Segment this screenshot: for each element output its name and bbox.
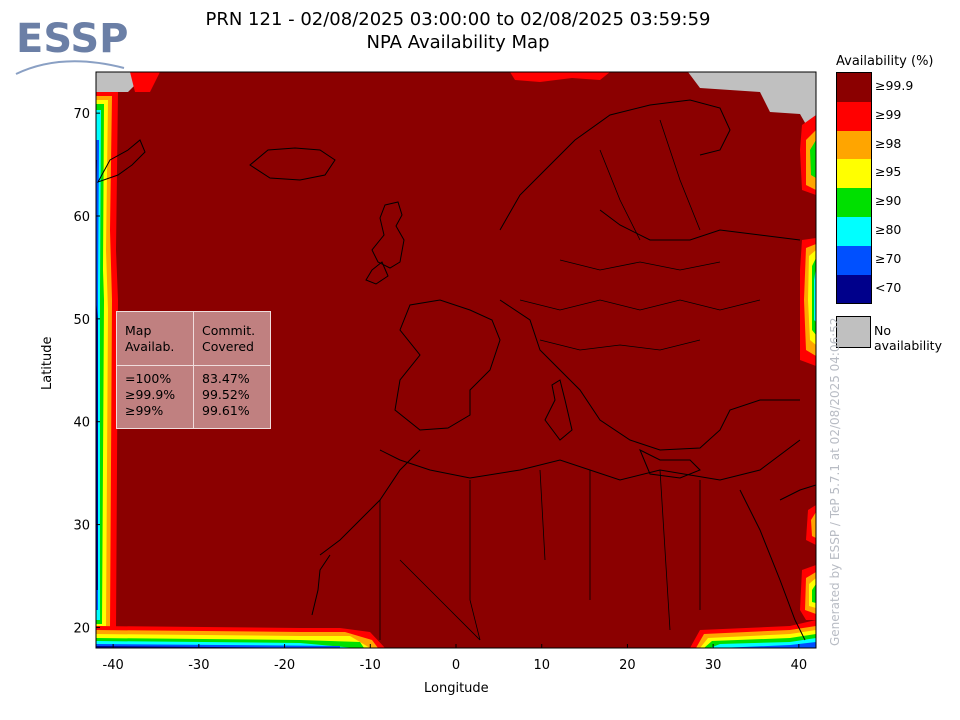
legend-label: ≥99.9 (875, 78, 914, 93)
stats-covered: 83.47% (202, 371, 250, 386)
x-tick-label: 30 (705, 658, 722, 673)
coverage-stats-table: Map Availab. =100% ≥99.9% ≥99% Commit. C… (116, 311, 271, 429)
y-axis-label: Latitude (40, 336, 55, 390)
y-axis-ticks: 20 30 40 50 60 70 (73, 107, 100, 636)
essp-logo: ESSP (15, 16, 128, 75)
y-tick-label: 40 (73, 416, 90, 431)
y-tick-label: 60 (73, 210, 90, 225)
east-edge-degradation (800, 115, 816, 620)
south-edge-degradation (96, 620, 816, 648)
stats-level: ≥99% (125, 403, 164, 418)
stats-covered-values: 83.47% 99.52% 99.61% (202, 371, 250, 419)
legend-swatch (837, 159, 871, 189)
west-edge-degradation (96, 92, 118, 630)
legend-label: ≥80 (875, 222, 902, 237)
stats-covered: 99.61% (202, 403, 250, 418)
legend-title: Availability (%) (836, 54, 934, 69)
x-tick-label: 0 (452, 658, 460, 673)
legend-label: ≥70 (875, 250, 902, 266)
legend-no-availability-label: No availability (874, 323, 942, 353)
legend-label: ≥90 (875, 193, 902, 209)
y-tick-label: 20 (73, 621, 90, 636)
stats-covered: 99.52% (202, 387, 250, 402)
stats-level: ≥99.9% (125, 387, 176, 402)
legend-label: ≥98 (875, 135, 902, 151)
legend-no-availability-swatch (836, 316, 871, 348)
country-borders (379, 119, 761, 641)
legend-label: <70 (875, 279, 902, 295)
stats-levels: =100% ≥99.9% ≥99% (125, 371, 175, 419)
legend-label: ≥95 (875, 164, 902, 180)
legend-swatch (837, 73, 871, 102)
x-tick-label: -30 (188, 658, 209, 673)
stats-col-availability: Map Availab. =100% ≥99.9% ≥99% (117, 312, 194, 428)
north-edge-degradation (130, 72, 160, 92)
map-title: PRN 121 - 02/08/2025 03:00:00 to 02/08/2… (205, 9, 711, 30)
y-tick-label: 70 (73, 107, 90, 122)
x-tick-label: -40 (103, 658, 124, 673)
stats-level: =100% (125, 371, 172, 386)
x-tick-label: -20 (274, 658, 295, 673)
map-subtitle: NPA Availability Map (366, 32, 550, 53)
coastlines (96, 99, 816, 641)
no-availability-area (96, 72, 140, 92)
legend-swatch (837, 216, 871, 246)
legend-swatch (837, 245, 871, 275)
x-tick-label: -10 (360, 658, 381, 673)
stats-col-covered: Commit. Covered 83.47% 99.52% 99.61% (194, 312, 270, 428)
legend-label: ≥99 (875, 106, 902, 122)
essp-logo-text: ESSP (16, 16, 128, 62)
no-availability-area (688, 72, 816, 142)
x-tick-label: 40 (791, 658, 808, 673)
legend-colorbar (836, 72, 872, 305)
stats-header-covered: Commit. Covered (202, 323, 256, 354)
legend-swatch (837, 188, 871, 217)
y-tick-label: 30 (73, 519, 90, 534)
legend-swatch (837, 274, 871, 304)
stats-header-availability: Map Availab. (125, 323, 175, 354)
x-tick-label: 20 (619, 658, 636, 673)
north-edge-degradation (510, 72, 610, 82)
legend-swatch (837, 130, 871, 160)
x-tick-label: 10 (533, 658, 550, 673)
y-tick-label: 50 (73, 313, 90, 328)
x-axis-ticks: -40 -30 -20 -10 0 10 20 30 40 (103, 644, 808, 673)
x-axis-label: Longitude (424, 681, 489, 696)
legend-swatch (837, 101, 871, 131)
generated-by-watermark: Generated by ESSP / TeP 5.7.1 at 02/08/2… (828, 317, 842, 646)
